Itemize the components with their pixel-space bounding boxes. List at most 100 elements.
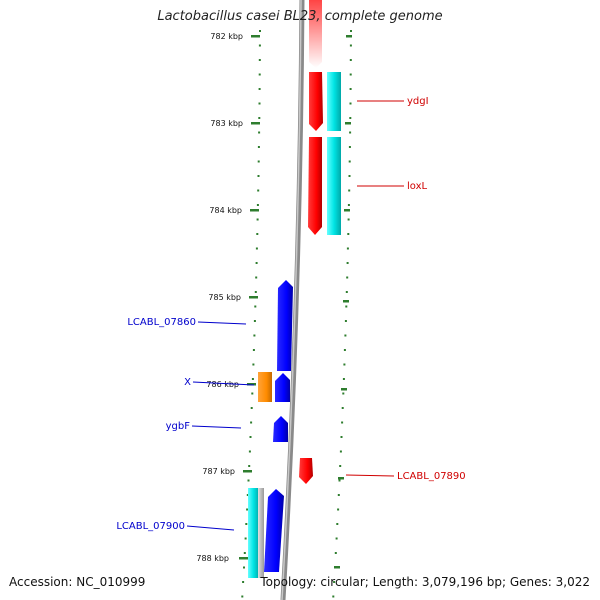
- scale-dot: [258, 117, 261, 119]
- label-leader: [191, 425, 242, 429]
- scale-dot: [250, 407, 253, 409]
- scale-track-dots: [241, 30, 352, 598]
- gene-label-lcabl-07890[interactable]: LCABL_07890: [397, 471, 466, 482]
- scale-dot: [257, 189, 260, 192]
- scale-dot: [341, 407, 344, 409]
- scale-dot: [256, 218, 259, 221]
- gene-label-lcabl-07900[interactable]: LCABL_07900: [116, 521, 185, 532]
- scale-dot: [340, 436, 343, 438]
- scale-dot: [258, 59, 261, 61]
- tick-label: 784 kbp: [209, 206, 242, 215]
- rna-feature[interactable]: [327, 137, 341, 235]
- scale-dot: [245, 523, 248, 525]
- scale-dot: [346, 262, 349, 264]
- scale-dot: [338, 479, 341, 482]
- scale-dot: [349, 88, 352, 90]
- scale-dot: [253, 320, 256, 322]
- gene-label-loxl[interactable]: loxL: [407, 181, 428, 192]
- scale-dot: [345, 305, 348, 308]
- label-leader: [186, 525, 235, 531]
- scale-dot: [257, 175, 260, 177]
- scale-dot: [339, 450, 342, 453]
- pseudo-feature[interactable]: [258, 488, 264, 578]
- gene-arrow-reverse[interactable]: [277, 280, 293, 371]
- gene-arrow-forward[interactable]: [299, 458, 313, 484]
- scale-dot: [250, 421, 253, 424]
- tick-label: 788 kbp: [196, 554, 229, 563]
- scale-dot: [252, 363, 255, 366]
- label-leader: [197, 321, 247, 325]
- scale-dot: [258, 73, 261, 76]
- scale-dot: [255, 276, 258, 279]
- tick-mark: [338, 477, 344, 480]
- tick-mark: [251, 35, 260, 38]
- scale-dot: [252, 349, 255, 351]
- gene-arrow-reverse[interactable]: [275, 373, 290, 402]
- gene-arrow-forward[interactable]: [309, 72, 323, 131]
- scale-dot: [345, 291, 348, 293]
- tick-label: 786 kbp: [206, 380, 239, 389]
- gene-label-ygbf[interactable]: ygbF: [166, 421, 191, 432]
- scale-dot: [242, 581, 245, 583]
- scale-dot: [248, 465, 251, 467]
- scale-dot: [335, 537, 338, 540]
- scale-dot: [337, 494, 340, 496]
- gene-arrow-reverse[interactable]: [273, 416, 288, 442]
- scale-dot: [253, 334, 256, 337]
- gene-arrow-forward[interactable]: [308, 137, 322, 235]
- scale-dot: [257, 146, 260, 148]
- scale-dot: [254, 291, 257, 293]
- scale-dot: [246, 494, 249, 496]
- scale-dot: [336, 523, 339, 525]
- scale-dot: [244, 537, 247, 540]
- scale-dot: [333, 581, 336, 583]
- topology-summary: Topology: circular; Length: 3,079,196 bp…: [260, 575, 590, 589]
- tick-mark: [346, 35, 352, 38]
- gene-arrow-reverse[interactable]: [264, 489, 284, 572]
- scale-dot: [259, 30, 261, 32]
- scale-dot: [243, 552, 246, 554]
- scale-dot: [346, 276, 349, 279]
- scale-dot: [256, 233, 259, 235]
- scale-dot: [337, 508, 340, 511]
- scale-dot: [255, 247, 258, 250]
- orange-feature[interactable]: [258, 372, 272, 402]
- rna-feature[interactable]: [327, 72, 341, 131]
- scale-dot: [341, 421, 344, 424]
- tick-mark: [251, 122, 260, 125]
- scale-dot: [349, 102, 352, 105]
- accession-text: Accession: NC_010999: [9, 575, 146, 589]
- scale-dot: [247, 479, 250, 482]
- scale-dot: [346, 247, 349, 250]
- scale-dot: [251, 392, 254, 395]
- tick-mark: [343, 300, 349, 303]
- rna-feature[interactable]: [248, 488, 259, 578]
- scale-dot: [347, 204, 350, 206]
- gene-label-lcabl-07860[interactable]: LCABL_07860: [127, 317, 196, 328]
- scale-dot: [332, 595, 335, 598]
- scale-dot: [342, 392, 345, 395]
- scale-dot: [349, 73, 352, 76]
- tick-marks: [239, 35, 352, 569]
- tick-label: 783 kbp: [210, 119, 243, 128]
- scale-dot: [258, 44, 261, 47]
- scale-dot: [257, 160, 260, 163]
- gene-arrow-forward[interactable]: [309, 0, 322, 68]
- tick-mark: [250, 209, 259, 212]
- gene-label-x[interactable]: X: [184, 377, 191, 388]
- tick-mark: [341, 388, 347, 391]
- genome-backbone-highlight: [281, 0, 302, 600]
- tick-label: 782 kbp: [210, 32, 243, 41]
- scale-dot: [248, 450, 251, 453]
- scale-dot: [349, 44, 352, 47]
- gene-label-ydgi[interactable]: ydgI: [407, 96, 429, 107]
- scale-dot: [350, 30, 352, 32]
- scale-dot: [344, 334, 347, 337]
- scale-dot: [349, 59, 352, 61]
- scale-dot: [258, 88, 261, 90]
- scale-dot: [347, 218, 350, 221]
- scale-dot: [348, 189, 351, 192]
- tick-mark: [247, 383, 256, 386]
- scale-dot: [334, 552, 337, 554]
